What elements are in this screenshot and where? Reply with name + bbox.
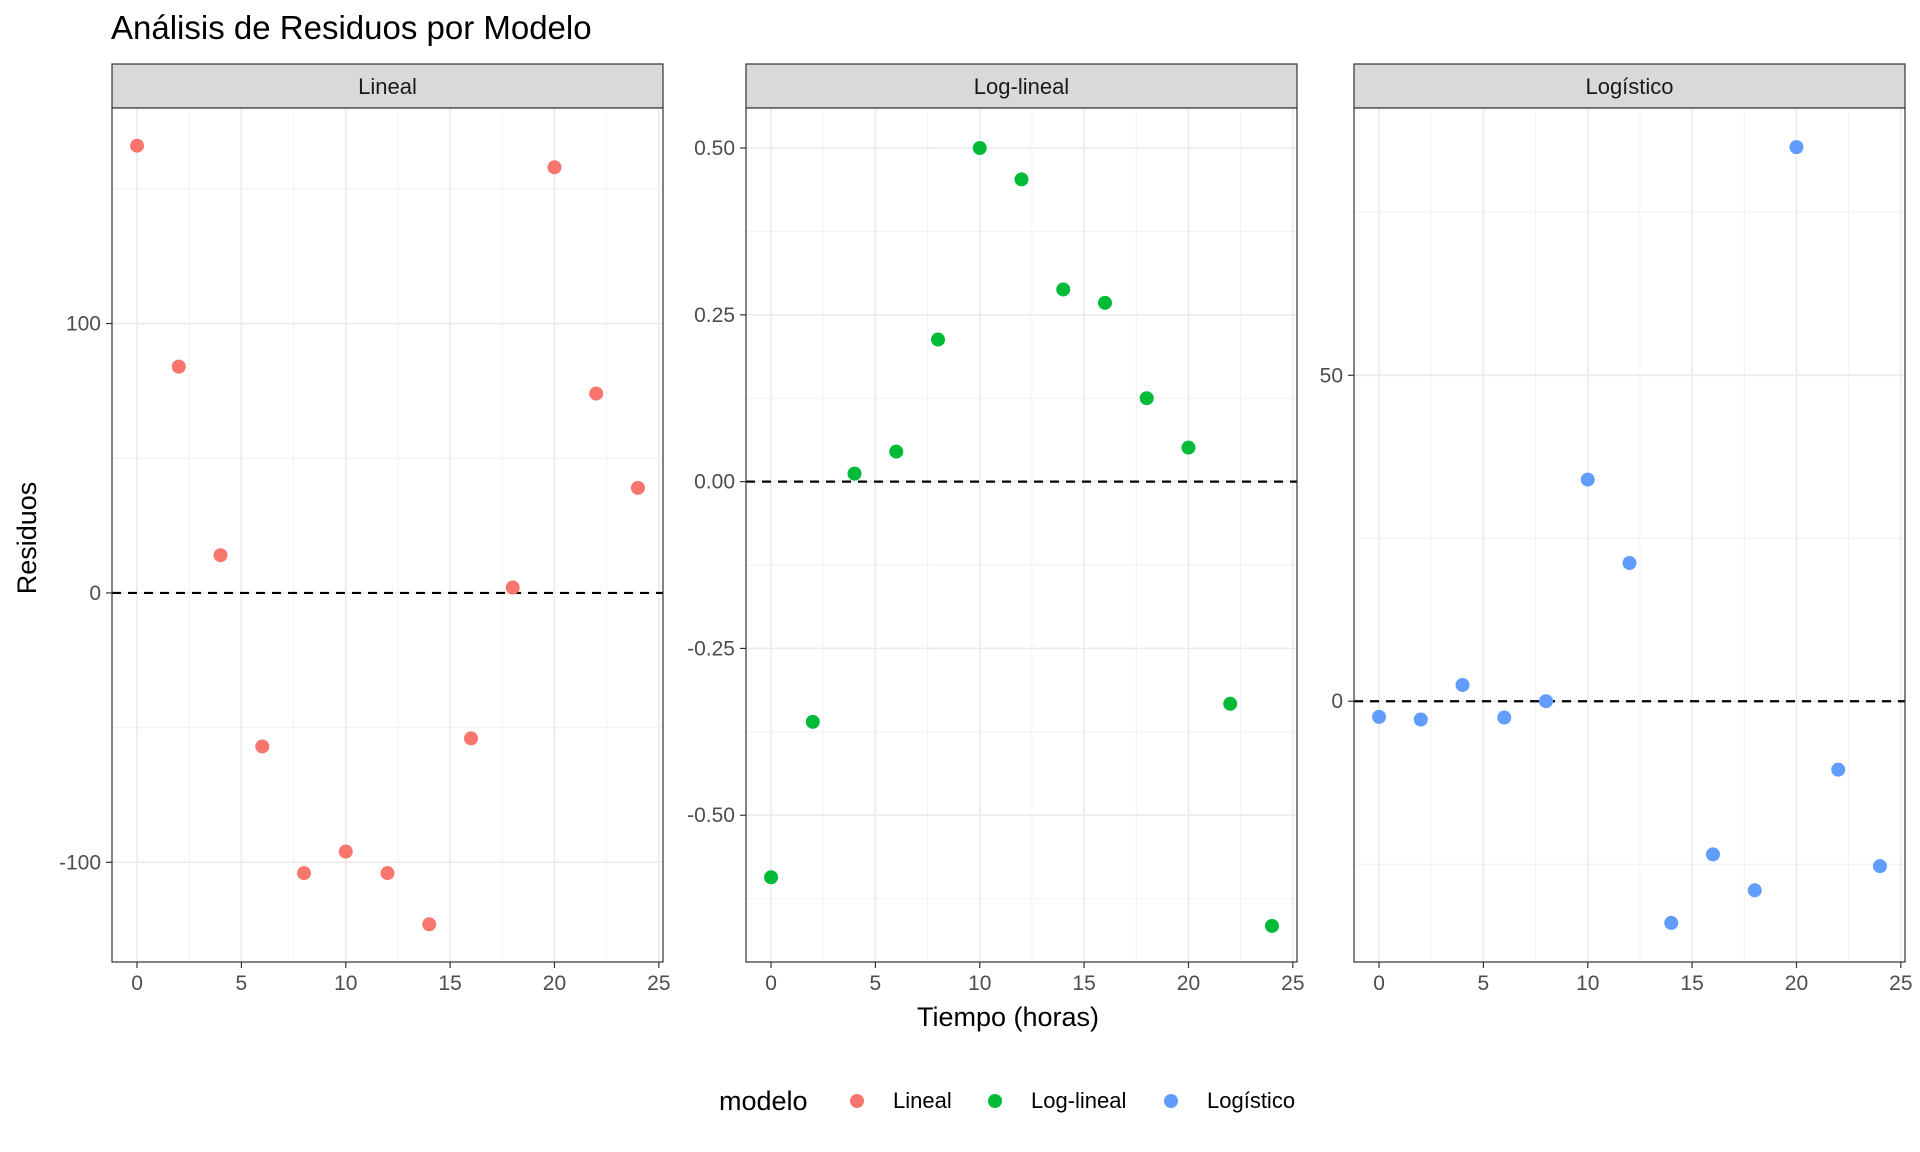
legend-label-lineal: Lineal (893, 1088, 952, 1113)
chart-title: Análisis de Residuos por Modelo (111, 9, 592, 46)
data-point (463, 731, 478, 746)
strip-log-lineal (745, 63, 1298, 109)
x-tick-label: 20 (1177, 972, 1200, 995)
data-point (338, 844, 353, 859)
y-tick-label: 0 (89, 582, 101, 605)
panel-lineal: Lineal 0 5 10 15 20 25 -100 0 100 (59, 63, 671, 995)
x-tick-label: 10 (968, 972, 991, 995)
data-point (1181, 440, 1196, 455)
x-tick-label: 25 (1281, 972, 1304, 995)
plot-background-logistico (1354, 108, 1905, 962)
y-tick-label: 50 (1320, 364, 1343, 387)
data-point (630, 480, 645, 495)
strip-label-logistico: Logístico (1585, 74, 1673, 99)
data-point (889, 444, 904, 459)
data-point (505, 580, 520, 595)
x-tick-label: 15 (1072, 972, 1095, 995)
legend-label-logistico: Logístico (1207, 1088, 1295, 1113)
data-point (1497, 710, 1512, 725)
legend-title: modelo (719, 1086, 808, 1116)
y-tick-label: -0.25 (687, 637, 735, 660)
y-axis-title: Residuos (12, 482, 42, 595)
x-tick-label: 5 (1478, 972, 1490, 995)
data-point (1622, 556, 1637, 571)
legend-label-log-lineal: Log-lineal (1031, 1088, 1126, 1113)
y-tick-label: 0.50 (694, 137, 735, 160)
data-point (1831, 762, 1846, 777)
x-tick-label: 20 (543, 972, 566, 995)
plot-background-log-lineal (746, 108, 1297, 962)
x-tick-label: 0 (131, 972, 143, 995)
data-point (171, 359, 186, 374)
data-point (1539, 694, 1554, 709)
data-point (1455, 677, 1470, 692)
legend-items: Lineal Log-lineal Logístico (850, 1088, 1295, 1113)
data-point (1097, 295, 1112, 310)
data-point (1580, 472, 1595, 487)
strip-label-log-lineal: Log-lineal (974, 74, 1069, 99)
data-point (255, 739, 270, 754)
x-tick-label: 0 (765, 972, 777, 995)
panel-logistico: Logístico 0 5 10 15 20 25 0 50 (1320, 63, 1913, 995)
data-point (1264, 918, 1279, 933)
y-tick-label: 0 (1331, 690, 1343, 713)
data-point (805, 714, 820, 729)
data-point (130, 138, 145, 153)
data-point (972, 141, 987, 156)
data-point (297, 866, 312, 881)
panel-border-lineal (111, 107, 664, 963)
legend-key-logistico (1164, 1094, 1178, 1108)
x-tick-label: 10 (1576, 972, 1599, 995)
legend-key-log-lineal (988, 1094, 1002, 1108)
x-tick-label: 10 (334, 972, 357, 995)
x-tick-label: 5 (870, 972, 882, 995)
data-point (1789, 140, 1804, 155)
data-point (1014, 172, 1029, 187)
data-point (213, 548, 228, 563)
data-point (589, 386, 604, 401)
strip-label-lineal: Lineal (358, 74, 417, 99)
plot-background-lineal (112, 108, 663, 962)
data-point (1372, 709, 1387, 724)
strip-logistico (1353, 63, 1906, 109)
x-tick-label: 20 (1785, 972, 1808, 995)
y-tick-label: 0.25 (694, 304, 735, 327)
panel-log-lineal: Log-lineal 0 5 10 15 20 25 -0.50 -0.25 0.00 0.25 0.… (687, 63, 1305, 995)
y-tick-label: -0.50 (687, 804, 735, 827)
data-point (1664, 915, 1679, 930)
legend-key-lineal (850, 1094, 864, 1108)
x-tick-label: 5 (236, 972, 248, 995)
data-point (422, 917, 437, 932)
data-point (1413, 712, 1428, 727)
panel-border-logistico (1353, 107, 1906, 963)
x-tick-label: 15 (1680, 972, 1703, 995)
data-point (931, 332, 946, 347)
y-tick-label: 100 (66, 313, 101, 336)
y-tick-label: -100 (59, 851, 101, 874)
data-point (1056, 282, 1071, 297)
data-point (847, 466, 862, 481)
x-axis-title: Tiempo (horas) (917, 1002, 1099, 1032)
x-tick-label: 0 (1373, 972, 1385, 995)
data-point (1872, 859, 1887, 874)
data-point (1747, 883, 1762, 898)
data-point (764, 870, 779, 885)
x-tick-label: 15 (438, 972, 461, 995)
data-point (1223, 696, 1238, 711)
x-tick-label: 25 (1889, 972, 1912, 995)
strip-lineal (111, 63, 664, 109)
panel-border-log-lineal (745, 107, 1298, 963)
data-point (380, 866, 395, 881)
data-point (1705, 847, 1720, 862)
legend: modelo Lineal Log-lineal Logístico (719, 1086, 1295, 1116)
y-tick-label: 0.00 (694, 471, 735, 494)
data-point (1139, 391, 1154, 406)
data-point (547, 160, 562, 175)
x-tick-label: 25 (647, 972, 670, 995)
